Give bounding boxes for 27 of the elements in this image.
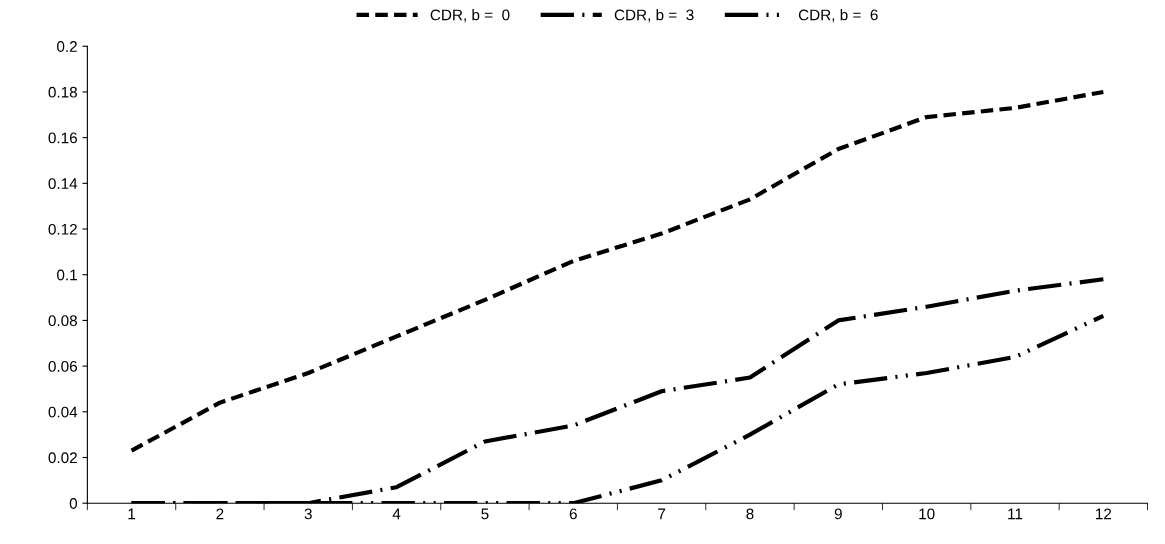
y-tick-label: 0 [69,498,78,509]
legend-label: CDR, b = 6 [798,9,878,23]
y-tick-label: 0.12 [48,223,77,235]
y-tick-label: 0.16 [48,132,77,144]
x-tick-label: 1 [128,508,136,520]
x-tick-label: 11 [1008,508,1023,520]
y-tick-label: 0.04 [48,406,78,418]
y-tick-label: 0.2 [57,41,77,52]
x-tick-label: 8 [746,508,754,520]
x-tick-label: 6 [569,508,577,520]
x-tick-label: 9 [834,508,842,520]
legend-label: CDR, b = 3 [614,9,694,23]
x-tick-label: 10 [919,508,935,520]
line-series [129,89,1106,453]
y-tick-label: 0.02 [48,452,77,464]
x-tick-label: 3 [304,508,312,520]
x-tick-label: 12 [1096,508,1112,520]
x-tick-label: 7 [658,508,666,520]
y-tick-label: 0.08 [48,315,77,327]
legend-label: CDR, b = 0 [430,9,510,23]
x-tick-label: 5 [481,508,489,520]
y-tick-label: 0.1 [57,269,77,281]
y-tick-label: 0.18 [48,86,77,98]
y-tick-label: 0.06 [48,360,77,372]
y-tick-label: 0.14 [48,178,78,190]
x-tick-label: 4 [392,508,401,520]
x-tick-label: 2 [216,508,224,520]
